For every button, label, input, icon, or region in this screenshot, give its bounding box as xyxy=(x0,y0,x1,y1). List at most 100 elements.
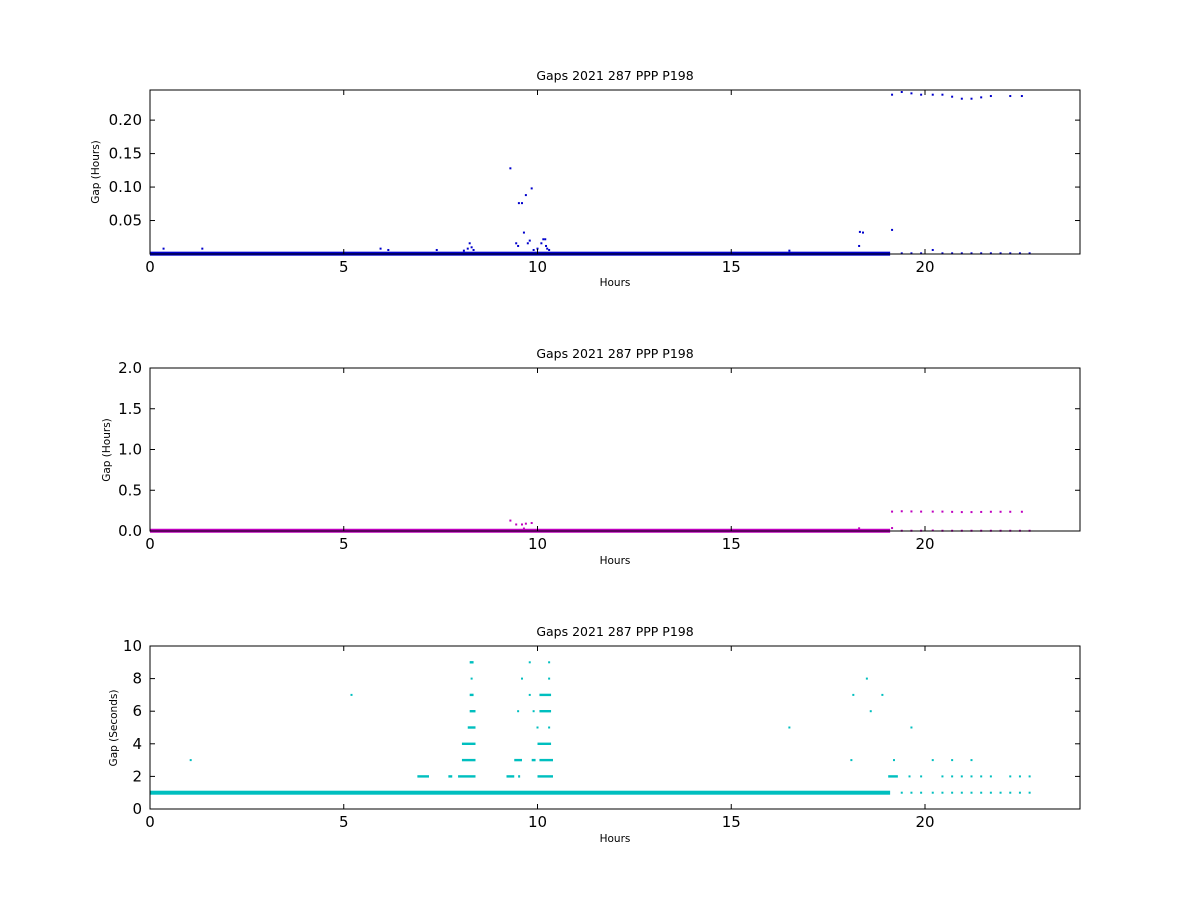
subplot-3-point-cluster xyxy=(448,775,453,778)
subplot-3-point-cluster xyxy=(469,693,474,697)
subplot-3-ytick-label: 8 xyxy=(132,670,142,688)
subplot-1-point xyxy=(1020,95,1023,98)
subplot-3-point-cluster xyxy=(518,775,521,778)
subplot-2-point xyxy=(960,511,963,514)
subplot-2-point xyxy=(980,510,983,513)
subplot-3-point xyxy=(869,710,872,713)
subplot-2-point xyxy=(858,527,861,530)
subplot-3-point-cluster xyxy=(514,758,522,762)
subplot-2-xtick-label: 10 xyxy=(528,535,547,553)
subplot-2-ytick-label: 0.5 xyxy=(118,481,142,499)
subplot-3-point-cluster xyxy=(461,758,476,762)
subplot-3-xtick-label: 10 xyxy=(528,813,547,831)
subplot-1-point xyxy=(989,252,992,255)
subplot-3-point xyxy=(548,677,551,680)
subplot-1-point xyxy=(891,93,894,96)
subplot-1-point xyxy=(524,194,527,197)
subplot-2-point xyxy=(931,510,934,513)
subplot-3-point xyxy=(980,775,983,778)
subplot-3-point xyxy=(881,693,884,696)
subplot-1-point xyxy=(379,247,382,250)
subplot-2: Gaps 2021 287 PPP P198 Hours Gap (Hours)… xyxy=(101,346,1081,567)
subplot-1-point xyxy=(910,252,913,255)
subplot-1-point xyxy=(951,95,954,98)
subplot-3-point-cluster xyxy=(506,775,515,778)
subplot-3-point xyxy=(528,693,531,696)
subplot-3-ytick-label: 0 xyxy=(132,800,142,818)
subplot-3-point xyxy=(960,775,963,778)
subplot-1-point xyxy=(435,248,438,251)
subplot-1-title: Gaps 2021 287 PPP P198 xyxy=(536,68,693,83)
subplot-3-point xyxy=(951,759,954,762)
subplot-2-title: Gaps 2021 287 PPP P198 xyxy=(536,346,693,361)
subplot-3-axes-frame xyxy=(149,645,1081,810)
subplot-1-point xyxy=(920,93,923,96)
subplot-3-point xyxy=(189,759,192,762)
subplot-3-marks xyxy=(150,661,1031,795)
subplot-1-point xyxy=(544,238,547,241)
subplot-1-point xyxy=(931,93,934,96)
subplot-1-point xyxy=(900,252,903,255)
subplot-1-point xyxy=(530,187,533,190)
subplot-1-point xyxy=(960,252,963,255)
subplot-1-point xyxy=(989,95,992,98)
subplot-2-point xyxy=(910,510,913,513)
subplot-3-series-1-dense-band xyxy=(150,790,891,795)
subplot-1-ytick-label: 0.10 xyxy=(109,178,142,196)
subplot-3-point xyxy=(865,677,868,680)
subplot-3-point xyxy=(960,791,963,794)
subplot-1-ylabel: Gap (Hours) xyxy=(90,140,102,204)
subplot-1-ytick-label: 0.05 xyxy=(109,212,142,230)
subplot-3-point xyxy=(1028,775,1031,778)
subplot-1-point xyxy=(526,242,529,245)
subplot-3-point xyxy=(521,677,523,680)
subplot-2-point xyxy=(920,510,923,513)
subplot-3-xtick-label: 5 xyxy=(339,813,349,831)
subplot-3-point-cluster xyxy=(537,742,552,745)
subplot-1-ytick-label: 0.20 xyxy=(109,111,142,129)
subplot-2-point xyxy=(999,510,1002,513)
subplot-1-point xyxy=(951,252,954,255)
subplot-3-point xyxy=(1009,775,1012,778)
subplot-3-ytick-label: 10 xyxy=(123,637,142,655)
subplot-3-point xyxy=(517,710,520,713)
subplot-2-ylabel: Gap (Hours) xyxy=(101,418,113,482)
subplot-1-point xyxy=(466,247,469,250)
subplot-2-xlabel: Hours xyxy=(600,555,631,567)
subplot-1-point xyxy=(1018,252,1021,255)
subplot-1-point xyxy=(931,248,934,251)
subplot-1-point xyxy=(999,252,1002,255)
subplot-3-point xyxy=(1009,791,1012,794)
subplot-2-point xyxy=(951,510,954,513)
subplot-2-xtick-label: 15 xyxy=(722,535,741,553)
subplot-2-point xyxy=(900,510,903,513)
subplot-1-ytick-label: 0.15 xyxy=(109,145,142,163)
subplot-3-point xyxy=(788,726,791,729)
subplot-3-point-cluster xyxy=(469,710,476,713)
subplot-3-point xyxy=(850,759,853,762)
subplot-2-point xyxy=(970,511,973,514)
subplot-2-ytick-label: 1.0 xyxy=(118,441,142,459)
subplot-2-point xyxy=(1009,510,1012,513)
subplot-1-point xyxy=(470,246,473,249)
subplot-2-point xyxy=(941,510,944,513)
subplot-3-xtick-label: 15 xyxy=(722,813,741,831)
subplot-1-point xyxy=(536,247,539,250)
subplot-3-xlabel: Hours xyxy=(600,833,631,845)
subplot-2-xtick-label: 5 xyxy=(339,535,349,553)
subplot-3-point xyxy=(941,775,944,778)
subplot-3-point xyxy=(548,661,551,664)
subplot-3-point-cluster xyxy=(469,661,474,664)
subplot-1-point xyxy=(970,97,973,100)
subplot-1-point xyxy=(528,239,531,242)
subplot-3-point xyxy=(528,661,531,664)
subplot-1-point xyxy=(548,248,551,251)
subplot-1-point xyxy=(941,93,944,96)
subplot-3-point xyxy=(900,791,903,794)
subplot-3-point xyxy=(999,791,1002,794)
subplot-1-xtick-label: 15 xyxy=(722,258,741,276)
subplot-3-point xyxy=(908,775,911,778)
subplot-2-ytick-label: 2.0 xyxy=(118,359,142,377)
subplot-3-point xyxy=(970,759,973,762)
